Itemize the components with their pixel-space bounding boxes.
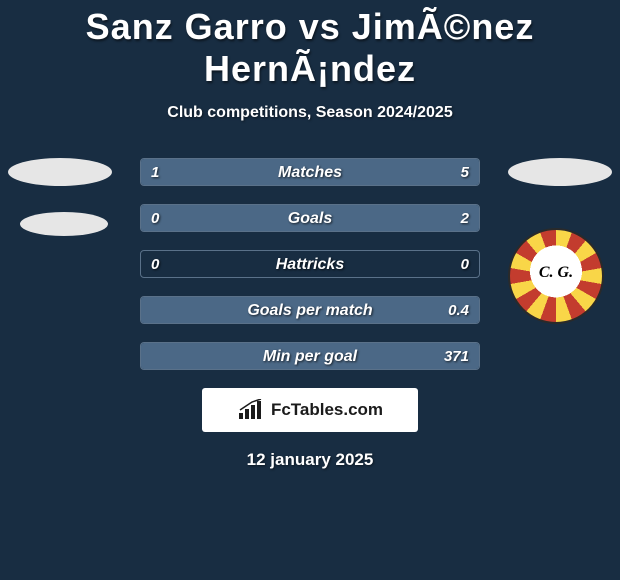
stat-row: 0 Hattricks 0 xyxy=(140,250,480,278)
stat-bars: 1 Matches 5 0 Goals 2 0 Hattricks 0 Goal… xyxy=(140,158,480,370)
stat-row: Goals per match 0.4 xyxy=(140,296,480,324)
stat-value-right: 2 xyxy=(461,205,469,232)
club-logo xyxy=(508,228,604,324)
stat-label: Min per goal xyxy=(141,343,479,370)
stat-label: Goals per match xyxy=(141,297,479,324)
bar-chart-icon xyxy=(237,399,265,421)
stat-value-right: 0 xyxy=(461,251,469,278)
stat-value-right: 0.4 xyxy=(448,297,469,324)
stat-value-right: 5 xyxy=(461,159,469,186)
page-title: Sanz Garro vs JimÃ©nez HernÃ¡ndez xyxy=(0,0,620,90)
player-photo-placeholder xyxy=(8,158,112,186)
stat-label: Matches xyxy=(141,159,479,186)
stat-label: Hattricks xyxy=(141,251,479,278)
stat-row: 1 Matches 5 xyxy=(140,158,480,186)
stat-row: 0 Goals 2 xyxy=(140,204,480,232)
brand-attribution: FcTables.com xyxy=(202,388,418,432)
page-subtitle: Club competitions, Season 2024/2025 xyxy=(0,104,620,122)
right-player-badges xyxy=(508,158,612,324)
stat-label: Goals xyxy=(141,205,479,232)
left-player-badges xyxy=(8,158,112,262)
club-logo-placeholder xyxy=(20,212,108,236)
snapshot-date: 12 january 2025 xyxy=(0,450,620,470)
comparison-panel: 1 Matches 5 0 Goals 2 0 Hattricks 0 Goal… xyxy=(0,158,620,470)
stat-row: Min per goal 371 xyxy=(140,342,480,370)
player-photo-placeholder xyxy=(508,158,612,186)
brand-text: FcTables.com xyxy=(271,400,383,420)
stat-value-right: 371 xyxy=(444,343,469,370)
